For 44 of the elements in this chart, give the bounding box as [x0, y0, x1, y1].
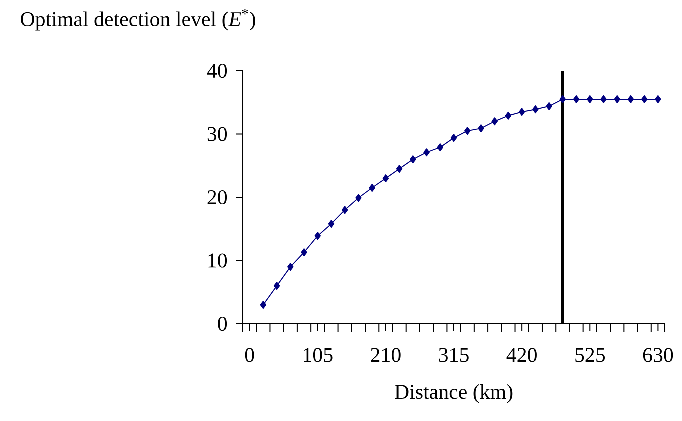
- point: [478, 124, 484, 133]
- point: [450, 134, 458, 142]
- x-tick-label: 630: [643, 348, 674, 362]
- y-tick-label: 10: [208, 254, 228, 268]
- point: [314, 232, 321, 240]
- point: [600, 95, 607, 104]
- point: [301, 248, 308, 257]
- point: [587, 95, 594, 104]
- point: [628, 95, 634, 104]
- y-tick-label: 20: [208, 190, 228, 205]
- point: [328, 220, 335, 228]
- point: [356, 194, 362, 202]
- x-tick-label: 525: [576, 348, 606, 362]
- x-tick-label: 0: [245, 348, 254, 362]
- point: [342, 206, 348, 214]
- x-tick-label: 315: [439, 348, 469, 362]
- x-tick-label: 105: [304, 348, 333, 362]
- point: [532, 106, 539, 114]
- x-axis-title: Distance (km): [395, 384, 513, 404]
- point: [424, 148, 430, 157]
- point: [641, 95, 648, 104]
- point: [396, 165, 403, 174]
- y-tick-label: 0: [218, 316, 228, 332]
- point: [518, 108, 526, 116]
- x-tick-label: 210: [371, 348, 401, 362]
- point: [505, 112, 512, 120]
- point: [492, 118, 498, 126]
- point: [655, 95, 662, 104]
- point: [288, 263, 294, 272]
- x-tick-label: 420: [506, 348, 537, 362]
- point: [546, 102, 552, 110]
- point: [560, 95, 566, 104]
- point: [369, 184, 376, 192]
- point: [274, 282, 280, 290]
- y-tick-label: 40: [207, 64, 228, 78]
- point: [410, 156, 416, 164]
- point: [464, 127, 471, 136]
- point: [573, 95, 580, 104]
- point: [614, 95, 620, 104]
- point: [260, 301, 267, 310]
- chart-title: Optimal detection level (E$^{*}$): [21, 9, 256, 31]
- y-tick-label: 30: [208, 127, 228, 142]
- point: [382, 174, 390, 183]
- point: [437, 144, 444, 152]
